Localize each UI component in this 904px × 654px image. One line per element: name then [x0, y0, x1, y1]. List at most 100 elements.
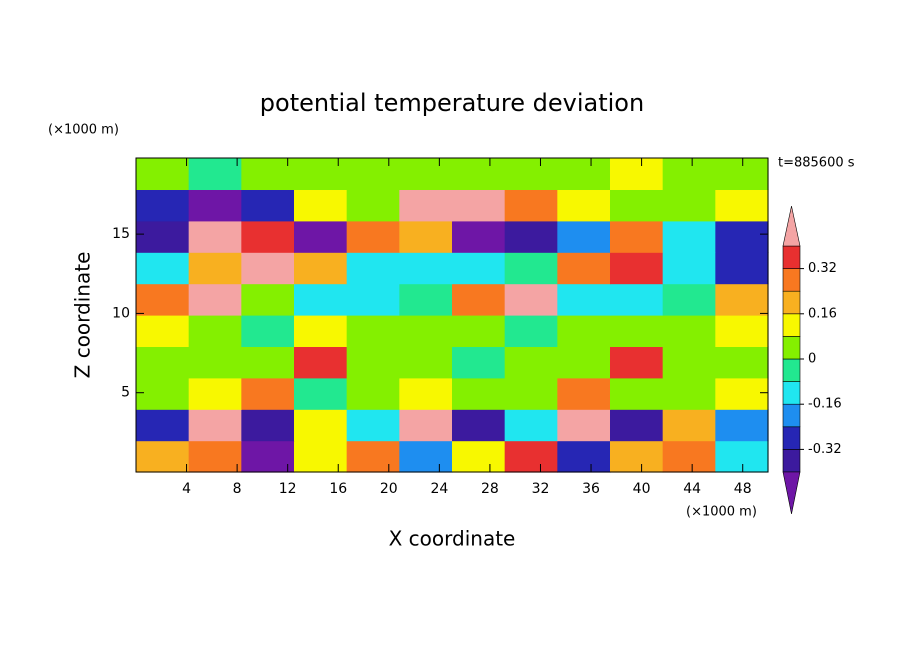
- contour-cell: [399, 158, 453, 190]
- colorbar-box: [782, 245, 801, 269]
- colorbar-tick-label: 0: [808, 352, 816, 367]
- contour-cell: [188, 220, 242, 253]
- colorbar-tick-label: -0.32: [808, 442, 842, 457]
- contour-cell: [241, 220, 295, 253]
- contour-cell: [610, 377, 664, 410]
- contour-cell: [715, 346, 769, 379]
- contour-cell: [452, 283, 506, 316]
- contour-cell: [610, 189, 664, 222]
- contour-cell: [188, 158, 242, 190]
- x-unit: (×1000 m): [686, 505, 757, 520]
- contour-cell: [294, 189, 348, 222]
- contour-cell: [346, 346, 400, 379]
- contour-cell: [188, 440, 242, 473]
- contour-cell: [662, 252, 716, 285]
- contour-cell: [241, 283, 295, 316]
- contour-cell: [136, 252, 190, 285]
- contour-cell: [715, 189, 769, 222]
- contour-cell: [662, 189, 716, 222]
- contour-cell: [504, 409, 558, 442]
- contour-cell: [452, 440, 506, 473]
- colorbar-box: [782, 426, 801, 450]
- contour-cell: [136, 189, 190, 222]
- y-axis-label: Z coordinate: [71, 252, 95, 379]
- contour-cell: [557, 440, 611, 473]
- contour-cell: [294, 158, 348, 190]
- contour-cell: [399, 252, 453, 285]
- contour-cell: [610, 346, 664, 379]
- colorbar-tick-label: 0.32: [808, 261, 837, 276]
- contour-cell: [399, 377, 453, 410]
- contour-cell: [294, 220, 348, 253]
- contour-cell: [241, 252, 295, 285]
- contour-cell: [294, 283, 348, 316]
- contour-cell: [294, 440, 348, 473]
- contour-cell: [662, 315, 716, 347]
- contour-cell: [504, 315, 558, 347]
- contour-cell: [452, 220, 506, 253]
- x-tick-label: 36: [582, 481, 600, 497]
- contour-cell: [452, 346, 506, 379]
- contour-cell: [662, 283, 716, 316]
- y-tick-label: 10: [112, 305, 130, 321]
- contour-cell: [188, 283, 242, 316]
- colorbar-box: [782, 358, 801, 382]
- contour-cell: [241, 189, 295, 222]
- contour-cell: [346, 315, 400, 347]
- contour-cell: [610, 283, 664, 316]
- contour-cell: [136, 158, 190, 190]
- y-unit: (×1000 m): [48, 123, 119, 138]
- contour-cell: [294, 315, 348, 347]
- contour-cell: [136, 283, 190, 316]
- x-tick-label: 44: [683, 481, 701, 497]
- contour-cell: [346, 189, 400, 222]
- contour-cell: [504, 158, 558, 190]
- contour-cell: [715, 220, 769, 253]
- x-tick-label: 12: [279, 481, 297, 497]
- colorbar-box: [782, 403, 801, 428]
- contour-cell: [557, 346, 611, 379]
- contour-cell: [399, 283, 453, 316]
- y-tick-label: 5: [121, 385, 130, 401]
- contour-cell: [399, 220, 453, 253]
- contour-cell: [610, 158, 664, 190]
- contour-cell: [346, 283, 400, 316]
- contour-cell: [346, 252, 400, 285]
- contour-cell: [557, 252, 611, 285]
- contour-cell: [188, 252, 242, 285]
- contour-cell: [294, 377, 348, 410]
- contour-cell: [504, 346, 558, 379]
- x-tick-label: 48: [734, 481, 752, 497]
- x-tick-label: 4: [182, 481, 191, 497]
- contour-cell: [715, 409, 769, 442]
- colorbar-box: [782, 381, 801, 405]
- contour-cell: [452, 158, 506, 190]
- colorbar-tick-label: 0.16: [808, 306, 837, 321]
- contour-cell: [715, 377, 769, 410]
- contour-cell: [136, 377, 190, 410]
- contour-cell: [188, 315, 242, 347]
- contour-cell: [241, 377, 295, 410]
- x-tick-label: 32: [532, 481, 550, 497]
- contour-cell: [715, 158, 769, 190]
- colorbar-tick-label: -0.16: [808, 397, 842, 412]
- contour-cell: [346, 377, 400, 410]
- contour-cell: [346, 220, 400, 253]
- contour-cell: [241, 409, 295, 442]
- contour-cell: [294, 346, 348, 379]
- contour-cell: [399, 409, 453, 442]
- contour-cell: [346, 158, 400, 190]
- contour-cell: [241, 158, 295, 190]
- x-tick-label: 24: [430, 481, 448, 497]
- contour-cell: [662, 220, 716, 253]
- contour-cell: [504, 220, 558, 253]
- colorbar-extend-high: [782, 205, 801, 247]
- x-axis-label: X coordinate: [389, 527, 516, 551]
- contour-cell: [610, 409, 664, 442]
- contour-cell: [557, 220, 611, 253]
- y-tick-label: 15: [112, 226, 130, 242]
- contour-cell: [715, 283, 769, 316]
- contour-cell: [504, 440, 558, 473]
- contour-cell: [610, 252, 664, 285]
